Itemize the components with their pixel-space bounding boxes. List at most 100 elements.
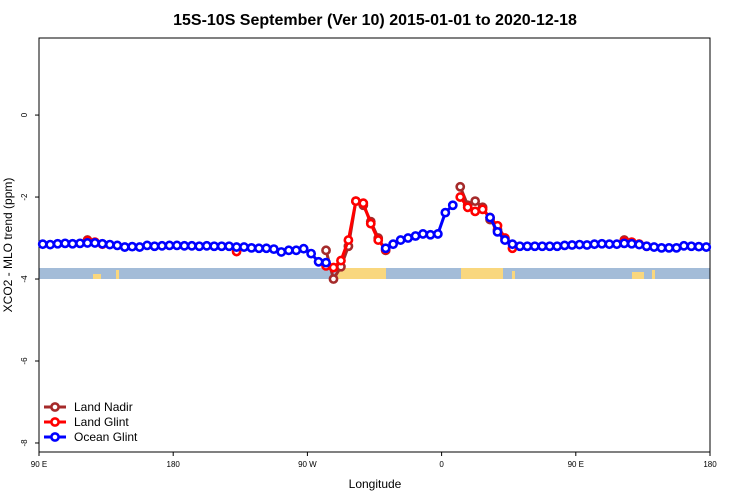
data-point	[455, 192, 466, 202]
data-point	[418, 229, 428, 239]
data-point	[567, 240, 577, 250]
data-point	[611, 239, 622, 250]
data-point	[97, 238, 108, 249]
data-point	[142, 240, 153, 251]
data-point	[492, 226, 503, 237]
legend-label: Land Glint	[74, 415, 129, 429]
data-point	[671, 242, 682, 253]
data-point	[679, 240, 689, 251]
data-point	[619, 238, 630, 249]
x-tick-label: 90 E	[568, 460, 584, 469]
y-axis-label: XCO2 - MLO trend (ppm)	[1, 178, 15, 313]
land-band	[336, 268, 386, 279]
data-point	[604, 239, 615, 250]
data-point	[60, 238, 70, 249]
data-point	[313, 256, 324, 267]
data-point	[470, 206, 481, 217]
series	[82, 192, 652, 273]
data-point	[186, 240, 197, 251]
data-point	[462, 202, 473, 213]
data-point	[231, 242, 242, 252]
land-band	[93, 274, 101, 279]
legend-marker	[50, 417, 60, 427]
data-point	[45, 239, 56, 250]
series	[82, 181, 643, 284]
data-point	[90, 238, 100, 248]
data-point	[343, 235, 354, 245]
data-point	[485, 212, 495, 223]
series-line	[326, 187, 639, 279]
data-point	[268, 244, 279, 254]
data-point	[574, 239, 585, 250]
data-point	[149, 241, 160, 252]
data-point	[634, 239, 645, 250]
data-point	[373, 235, 384, 245]
data-point	[194, 241, 205, 252]
data-point	[626, 238, 637, 249]
series	[37, 200, 712, 268]
data-point	[403, 233, 413, 243]
data-point	[507, 239, 518, 250]
data-point	[164, 240, 175, 251]
data-point	[582, 240, 592, 250]
data-point	[82, 238, 93, 248]
land-band	[116, 270, 119, 279]
data-point	[447, 200, 458, 211]
data-point	[224, 241, 235, 252]
data-point	[298, 243, 309, 254]
data-point	[179, 240, 190, 251]
x-tick-label: 90 E	[31, 460, 47, 469]
legend-marker	[50, 432, 60, 442]
data-point	[201, 240, 212, 251]
legend-label: Ocean Glint	[74, 430, 138, 444]
data-point	[67, 238, 78, 249]
data-point	[440, 207, 451, 218]
data-point	[641, 241, 652, 252]
x-tick-label: 0	[439, 460, 444, 469]
data-point	[380, 243, 391, 254]
data-point	[365, 218, 376, 229]
data-point	[514, 241, 525, 252]
chart-title: 15S-10S September (Ver 10) 2015-01-01 to…	[173, 12, 577, 29]
data-point	[276, 247, 287, 257]
land-band	[652, 270, 655, 279]
data-point	[701, 242, 712, 252]
y-tick-label: -8	[20, 439, 29, 447]
data-point	[649, 242, 659, 252]
data-point	[157, 240, 167, 251]
x-tick-label: 90 W	[298, 460, 317, 469]
data-point	[455, 181, 466, 192]
data-point	[559, 240, 570, 251]
x-tick-label: 180	[703, 460, 717, 469]
data-point	[75, 238, 85, 249]
data-point	[134, 242, 145, 252]
data-point	[552, 241, 563, 252]
data-point	[477, 204, 488, 215]
data-point	[321, 245, 331, 256]
data-point	[358, 198, 369, 209]
land-band	[512, 271, 515, 279]
data-point	[425, 229, 436, 240]
y-tick-label: 0	[20, 112, 29, 117]
data-point	[664, 242, 674, 253]
data-point	[537, 241, 548, 252]
y-tick-label: -4	[20, 275, 29, 283]
data-point	[522, 241, 533, 252]
data-point	[328, 274, 339, 284]
data-point	[239, 242, 249, 252]
legend-label: Land Nadir	[74, 400, 133, 414]
data-point	[328, 262, 339, 273]
data-point	[500, 235, 510, 245]
data-point	[291, 245, 302, 256]
data-point	[283, 245, 294, 256]
data-point	[410, 231, 421, 241]
data-point	[656, 242, 667, 253]
land-mask-strip	[39, 268, 710, 279]
data-point	[388, 239, 399, 250]
land-band	[632, 272, 644, 279]
data-point	[350, 196, 361, 207]
data-point	[112, 240, 123, 251]
x-tick-label: 180	[167, 460, 181, 469]
